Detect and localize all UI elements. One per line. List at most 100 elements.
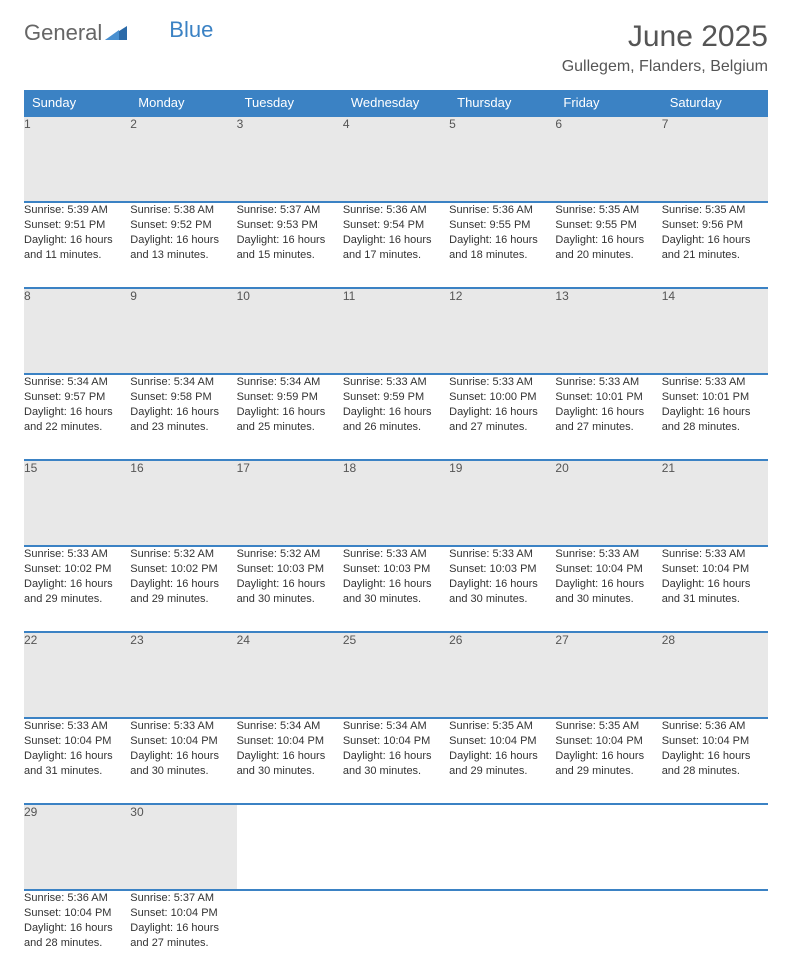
day-content-cell: Sunrise: 5:32 AMSunset: 10:03 PMDaylight… (237, 546, 343, 632)
day-content-cell: Sunrise: 5:36 AMSunset: 10:04 PMDaylight… (662, 718, 768, 804)
sunset-text: Sunset: 10:04 PM (24, 734, 130, 749)
weekday-header: Monday (130, 90, 236, 116)
title-block: June 2025 Gullegem, Flanders, Belgium (562, 20, 768, 76)
sunset-text: Sunset: 10:01 PM (555, 390, 661, 405)
day-number-cell: 22 (24, 632, 130, 718)
day-number-cell: 14 (662, 288, 768, 374)
day-content-cell (449, 890, 555, 976)
sunrise-text: Sunrise: 5:35 AM (662, 203, 768, 218)
sunrise-text: Sunrise: 5:37 AM (237, 203, 343, 218)
weekday-header-row: Sunday Monday Tuesday Wednesday Thursday… (24, 90, 768, 116)
logo-triangle-icon (105, 20, 127, 46)
daylight-text: Daylight: 16 hours and 31 minutes. (24, 749, 130, 779)
day-content-cell: Sunrise: 5:33 AMSunset: 10:00 PMDaylight… (449, 374, 555, 460)
daylight-text: Daylight: 16 hours and 31 minutes. (662, 577, 768, 607)
day-number-cell: 4 (343, 116, 449, 202)
day-content-cell: Sunrise: 5:33 AMSunset: 10:04 PMDaylight… (130, 718, 236, 804)
sunrise-text: Sunrise: 5:34 AM (24, 375, 130, 390)
daylight-text: Daylight: 16 hours and 23 minutes. (130, 405, 236, 435)
sunrise-text: Sunrise: 5:36 AM (343, 203, 449, 218)
sunrise-text: Sunrise: 5:32 AM (237, 547, 343, 562)
content-row: Sunrise: 5:34 AMSunset: 9:57 PMDaylight:… (24, 374, 768, 460)
daynum-row: 15161718192021 (24, 460, 768, 546)
daylight-text: Daylight: 16 hours and 21 minutes. (662, 233, 768, 263)
day-number: 16 (130, 461, 143, 475)
day-number: 9 (130, 289, 137, 303)
day-content-cell: Sunrise: 5:33 AMSunset: 10:04 PMDaylight… (555, 546, 661, 632)
day-content-cell: Sunrise: 5:36 AMSunset: 10:04 PMDaylight… (24, 890, 130, 976)
day-number: 1 (24, 117, 31, 131)
sunset-text: Sunset: 10:04 PM (24, 906, 130, 921)
day-number: 11 (343, 289, 355, 303)
daynum-row: 2930 (24, 804, 768, 890)
sunset-text: Sunset: 10:04 PM (449, 734, 555, 749)
sunrise-text: Sunrise: 5:35 AM (449, 719, 555, 734)
day-content-cell: Sunrise: 5:33 AMSunset: 10:02 PMDaylight… (24, 546, 130, 632)
weekday-header: Friday (555, 90, 661, 116)
daylight-text: Daylight: 16 hours and 13 minutes. (130, 233, 236, 263)
sunset-text: Sunset: 10:04 PM (555, 734, 661, 749)
day-number-cell: 7 (662, 116, 768, 202)
day-number-cell: 10 (237, 288, 343, 374)
day-number-cell: 3 (237, 116, 343, 202)
daylight-text: Daylight: 16 hours and 30 minutes. (237, 749, 343, 779)
sunrise-text: Sunrise: 5:34 AM (343, 719, 449, 734)
day-content-cell: Sunrise: 5:34 AMSunset: 9:57 PMDaylight:… (24, 374, 130, 460)
sunset-text: Sunset: 9:58 PM (130, 390, 236, 405)
day-number-cell: 20 (555, 460, 661, 546)
sunrise-text: Sunrise: 5:35 AM (555, 203, 661, 218)
sunset-text: Sunset: 10:03 PM (237, 562, 343, 577)
daylight-text: Daylight: 16 hours and 28 minutes. (662, 749, 768, 779)
day-content-cell (662, 890, 768, 976)
sunset-text: Sunset: 10:01 PM (662, 390, 768, 405)
daylight-text: Daylight: 16 hours and 22 minutes. (24, 405, 130, 435)
sunrise-text: Sunrise: 5:33 AM (555, 375, 661, 390)
sunrise-text: Sunrise: 5:33 AM (130, 719, 236, 734)
day-content-cell (343, 890, 449, 976)
sunset-text: Sunset: 9:53 PM (237, 218, 343, 233)
day-content-cell (237, 890, 343, 976)
content-row: Sunrise: 5:39 AMSunset: 9:51 PMDaylight:… (24, 202, 768, 288)
day-number: 10 (237, 289, 250, 303)
day-number-cell: 15 (24, 460, 130, 546)
calendar-table: Sunday Monday Tuesday Wednesday Thursday… (24, 90, 768, 976)
sunset-text: Sunset: 10:04 PM (130, 734, 236, 749)
day-content-cell: Sunrise: 5:32 AMSunset: 10:02 PMDaylight… (130, 546, 236, 632)
day-number: 21 (662, 461, 675, 475)
day-content-cell: Sunrise: 5:34 AMSunset: 10:04 PMDaylight… (237, 718, 343, 804)
day-content-cell: Sunrise: 5:36 AMSunset: 9:54 PMDaylight:… (343, 202, 449, 288)
day-number: 3 (237, 117, 244, 131)
page-title: June 2025 (562, 20, 768, 54)
sunrise-text: Sunrise: 5:38 AM (130, 203, 236, 218)
daylight-text: Daylight: 16 hours and 30 minutes. (237, 577, 343, 607)
day-number: 7 (662, 117, 669, 131)
day-content-cell: Sunrise: 5:33 AMSunset: 10:03 PMDaylight… (343, 546, 449, 632)
sunrise-text: Sunrise: 5:36 AM (449, 203, 555, 218)
daylight-text: Daylight: 16 hours and 29 minutes. (130, 577, 236, 607)
sunset-text: Sunset: 10:04 PM (343, 734, 449, 749)
day-number: 15 (24, 461, 37, 475)
sunset-text: Sunset: 10:04 PM (555, 562, 661, 577)
day-number-cell: 13 (555, 288, 661, 374)
content-row: Sunrise: 5:33 AMSunset: 10:04 PMDaylight… (24, 718, 768, 804)
sunset-text: Sunset: 10:03 PM (449, 562, 555, 577)
sunset-text: Sunset: 9:51 PM (24, 218, 130, 233)
sunrise-text: Sunrise: 5:33 AM (343, 375, 449, 390)
day-number-cell: 9 (130, 288, 236, 374)
day-content-cell: Sunrise: 5:33 AMSunset: 10:01 PMDaylight… (662, 374, 768, 460)
day-content-cell: Sunrise: 5:39 AMSunset: 9:51 PMDaylight:… (24, 202, 130, 288)
day-number-cell: 5 (449, 116, 555, 202)
sunrise-text: Sunrise: 5:36 AM (662, 719, 768, 734)
sunset-text: Sunset: 9:54 PM (343, 218, 449, 233)
daylight-text: Daylight: 16 hours and 29 minutes. (449, 749, 555, 779)
weekday-header: Thursday (449, 90, 555, 116)
sunset-text: Sunset: 10:04 PM (662, 562, 768, 577)
day-number-cell: 11 (343, 288, 449, 374)
sunrise-text: Sunrise: 5:37 AM (130, 891, 236, 906)
day-number: 18 (343, 461, 356, 475)
day-number: 20 (555, 461, 568, 475)
logo-text-general: General (24, 20, 102, 46)
daylight-text: Daylight: 16 hours and 29 minutes. (555, 749, 661, 779)
day-number-cell: 27 (555, 632, 661, 718)
sunrise-text: Sunrise: 5:33 AM (555, 547, 661, 562)
